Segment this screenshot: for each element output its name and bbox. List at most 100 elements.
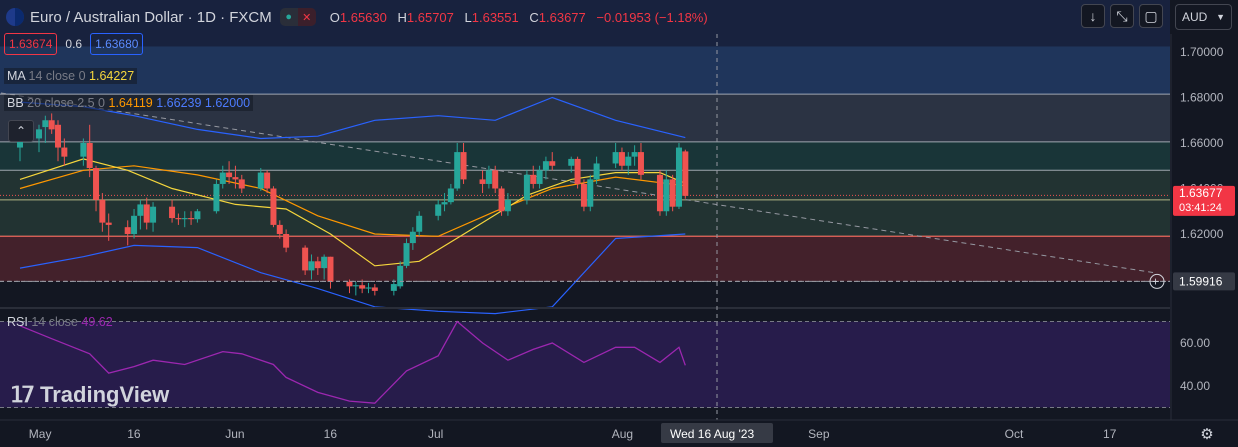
candle-body-70 xyxy=(637,152,644,175)
crosshair-time-value: Wed 16 Aug '23 xyxy=(670,427,754,441)
zone-rect-0 xyxy=(0,46,1170,95)
time-tick-0: May xyxy=(29,427,52,441)
candle-body-29 xyxy=(276,224,283,234)
time-tick-8: 17 xyxy=(1103,427,1117,441)
ohlc-open-value: 1.65630 xyxy=(339,9,387,25)
candle-body-67 xyxy=(618,152,625,166)
rsi-tick-1: 40.00 xyxy=(1180,379,1210,393)
ohlc-low-key: L xyxy=(464,9,472,25)
candle-body-27 xyxy=(264,172,271,189)
bb-basis-value: 1.64119 xyxy=(108,96,153,110)
collapse-legend-icon[interactable]: ⌃ xyxy=(8,120,34,142)
chevron-down-icon: ▼ xyxy=(1216,12,1225,22)
currency-selector[interactable]: AUD ▼ xyxy=(1175,4,1232,30)
bb-params: 20 close 2.5 0 xyxy=(27,96,106,110)
candle-body-65 xyxy=(593,163,600,180)
logo-text: TradingView xyxy=(40,382,170,407)
trade-panel: 1.63674 0.6 1.63680 xyxy=(4,33,144,55)
crosshair-price-label xyxy=(1173,272,1235,291)
gear-icon[interactable]: ⚙ xyxy=(1200,426,1214,443)
bb-basis-line xyxy=(19,165,686,237)
rsi-legend[interactable]: RSI 14 close 49.62 xyxy=(4,314,116,330)
zone-rect-2 xyxy=(0,141,1170,171)
candle-body-11 xyxy=(124,227,131,234)
bb-lower-value: 1.62000 xyxy=(204,96,251,110)
candle-body-32 xyxy=(308,261,315,271)
candle-body-36 xyxy=(346,281,353,287)
candle-body-17 xyxy=(175,218,182,220)
ma-value: 1.64227 xyxy=(89,69,135,83)
bb-legend[interactable]: BB 20 close 2.5 0 1.64119 1.66239 1.6200… xyxy=(4,95,254,111)
candle-body-26 xyxy=(257,172,264,189)
ma-legend[interactable]: MA 14 close 0 1.64227 xyxy=(4,68,138,84)
symbol-title[interactable]: Euro / Australian Dollar · 1D · FXCM xyxy=(30,8,272,26)
zone-top-rect xyxy=(0,0,1170,47)
add-alert-plus: + xyxy=(1152,274,1159,288)
rsi-band xyxy=(0,321,1170,408)
price-tick-4: 1.62000 xyxy=(1180,227,1224,241)
candle-body-49 xyxy=(454,152,461,189)
candle-body-71 xyxy=(656,174,663,212)
candle-body-3 xyxy=(48,120,55,130)
time-tick-5: Aug xyxy=(612,427,633,441)
candle-body-62 xyxy=(574,158,581,184)
crosshair-price-value: 1.59916 xyxy=(1179,274,1223,288)
candle-body-63 xyxy=(580,183,587,207)
candle-body-38 xyxy=(359,285,366,289)
price-tick-0: 1.70000 xyxy=(1180,45,1224,59)
ohlc-open-key: O xyxy=(329,9,340,25)
candle-body-69 xyxy=(631,152,638,157)
candle-body-43 xyxy=(403,243,410,266)
ohlc-close-value: 1.63677 xyxy=(538,9,586,25)
candle-body-22 xyxy=(219,172,226,184)
spread-value: 0.6 xyxy=(65,37,83,51)
fullscreen-icon[interactable]: ⤡ xyxy=(1110,4,1134,28)
sell-button[interactable]: 1.63674 xyxy=(4,33,58,55)
candle-body-28 xyxy=(270,188,277,225)
candle-body-46 xyxy=(435,204,442,216)
candle-body-6 xyxy=(80,143,87,157)
time-tick-4: Jul xyxy=(428,427,443,441)
candle-body-5 xyxy=(61,147,68,157)
crosshair-time-label xyxy=(661,423,773,443)
rsi-params: 14 close xyxy=(31,315,78,329)
buy-button[interactable]: 1.63680 xyxy=(90,33,144,55)
candle-body-45 xyxy=(416,215,423,232)
time-tick-6: Sep xyxy=(808,427,830,441)
ohlc-high-key: H xyxy=(397,9,407,25)
trendline xyxy=(0,92,1155,274)
time-tick-7: Oct xyxy=(1005,427,1024,441)
bb-upper-value: 1.66239 xyxy=(156,96,202,110)
snapshot-icon[interactable]: ▢ xyxy=(1139,4,1163,28)
candle-body-41 xyxy=(390,284,397,291)
candle-body-12 xyxy=(131,215,138,234)
tradingview-logo[interactable]: 𝟣𝟩 TradingView xyxy=(10,382,169,408)
price-tick-1: 1.68000 xyxy=(1180,91,1224,105)
candle-body-42 xyxy=(397,265,404,287)
candle-body-21 xyxy=(213,183,220,212)
candle-body-44 xyxy=(409,231,416,244)
bb-upper-line xyxy=(19,96,686,140)
chart-header: Euro / Australian Dollar · 1D · FXCM ● ✕… xyxy=(0,0,715,34)
candle-body-18 xyxy=(181,218,188,220)
ma-params: 14 close 0 xyxy=(28,69,86,83)
candle-body-51 xyxy=(479,179,486,184)
chart-toolbar: ↓ ⤡ ▢ xyxy=(1081,4,1163,28)
candle-body-30 xyxy=(283,234,290,248)
rsi-tick-0: 60.00 xyxy=(1180,336,1210,350)
candle-body-35 xyxy=(327,256,334,282)
candle-body-59 xyxy=(542,161,549,171)
candle-body-73 xyxy=(669,179,676,207)
candle-body-15 xyxy=(150,206,157,223)
candle-body-33 xyxy=(314,261,321,269)
bar-countdown: 03:41:24 xyxy=(1179,202,1222,214)
tradingview-logo-icon: 𝟣𝟩 xyxy=(10,382,35,407)
candle-body-74 xyxy=(675,147,682,207)
download-icon[interactable]: ↓ xyxy=(1081,4,1105,28)
market-open-icon: ● xyxy=(285,11,293,23)
add-alert-icon xyxy=(1149,273,1165,289)
candle-body-66 xyxy=(612,152,619,164)
market-flag-icon: ✕ xyxy=(297,8,316,26)
market-status[interactable]: ● ✕ xyxy=(279,8,316,26)
